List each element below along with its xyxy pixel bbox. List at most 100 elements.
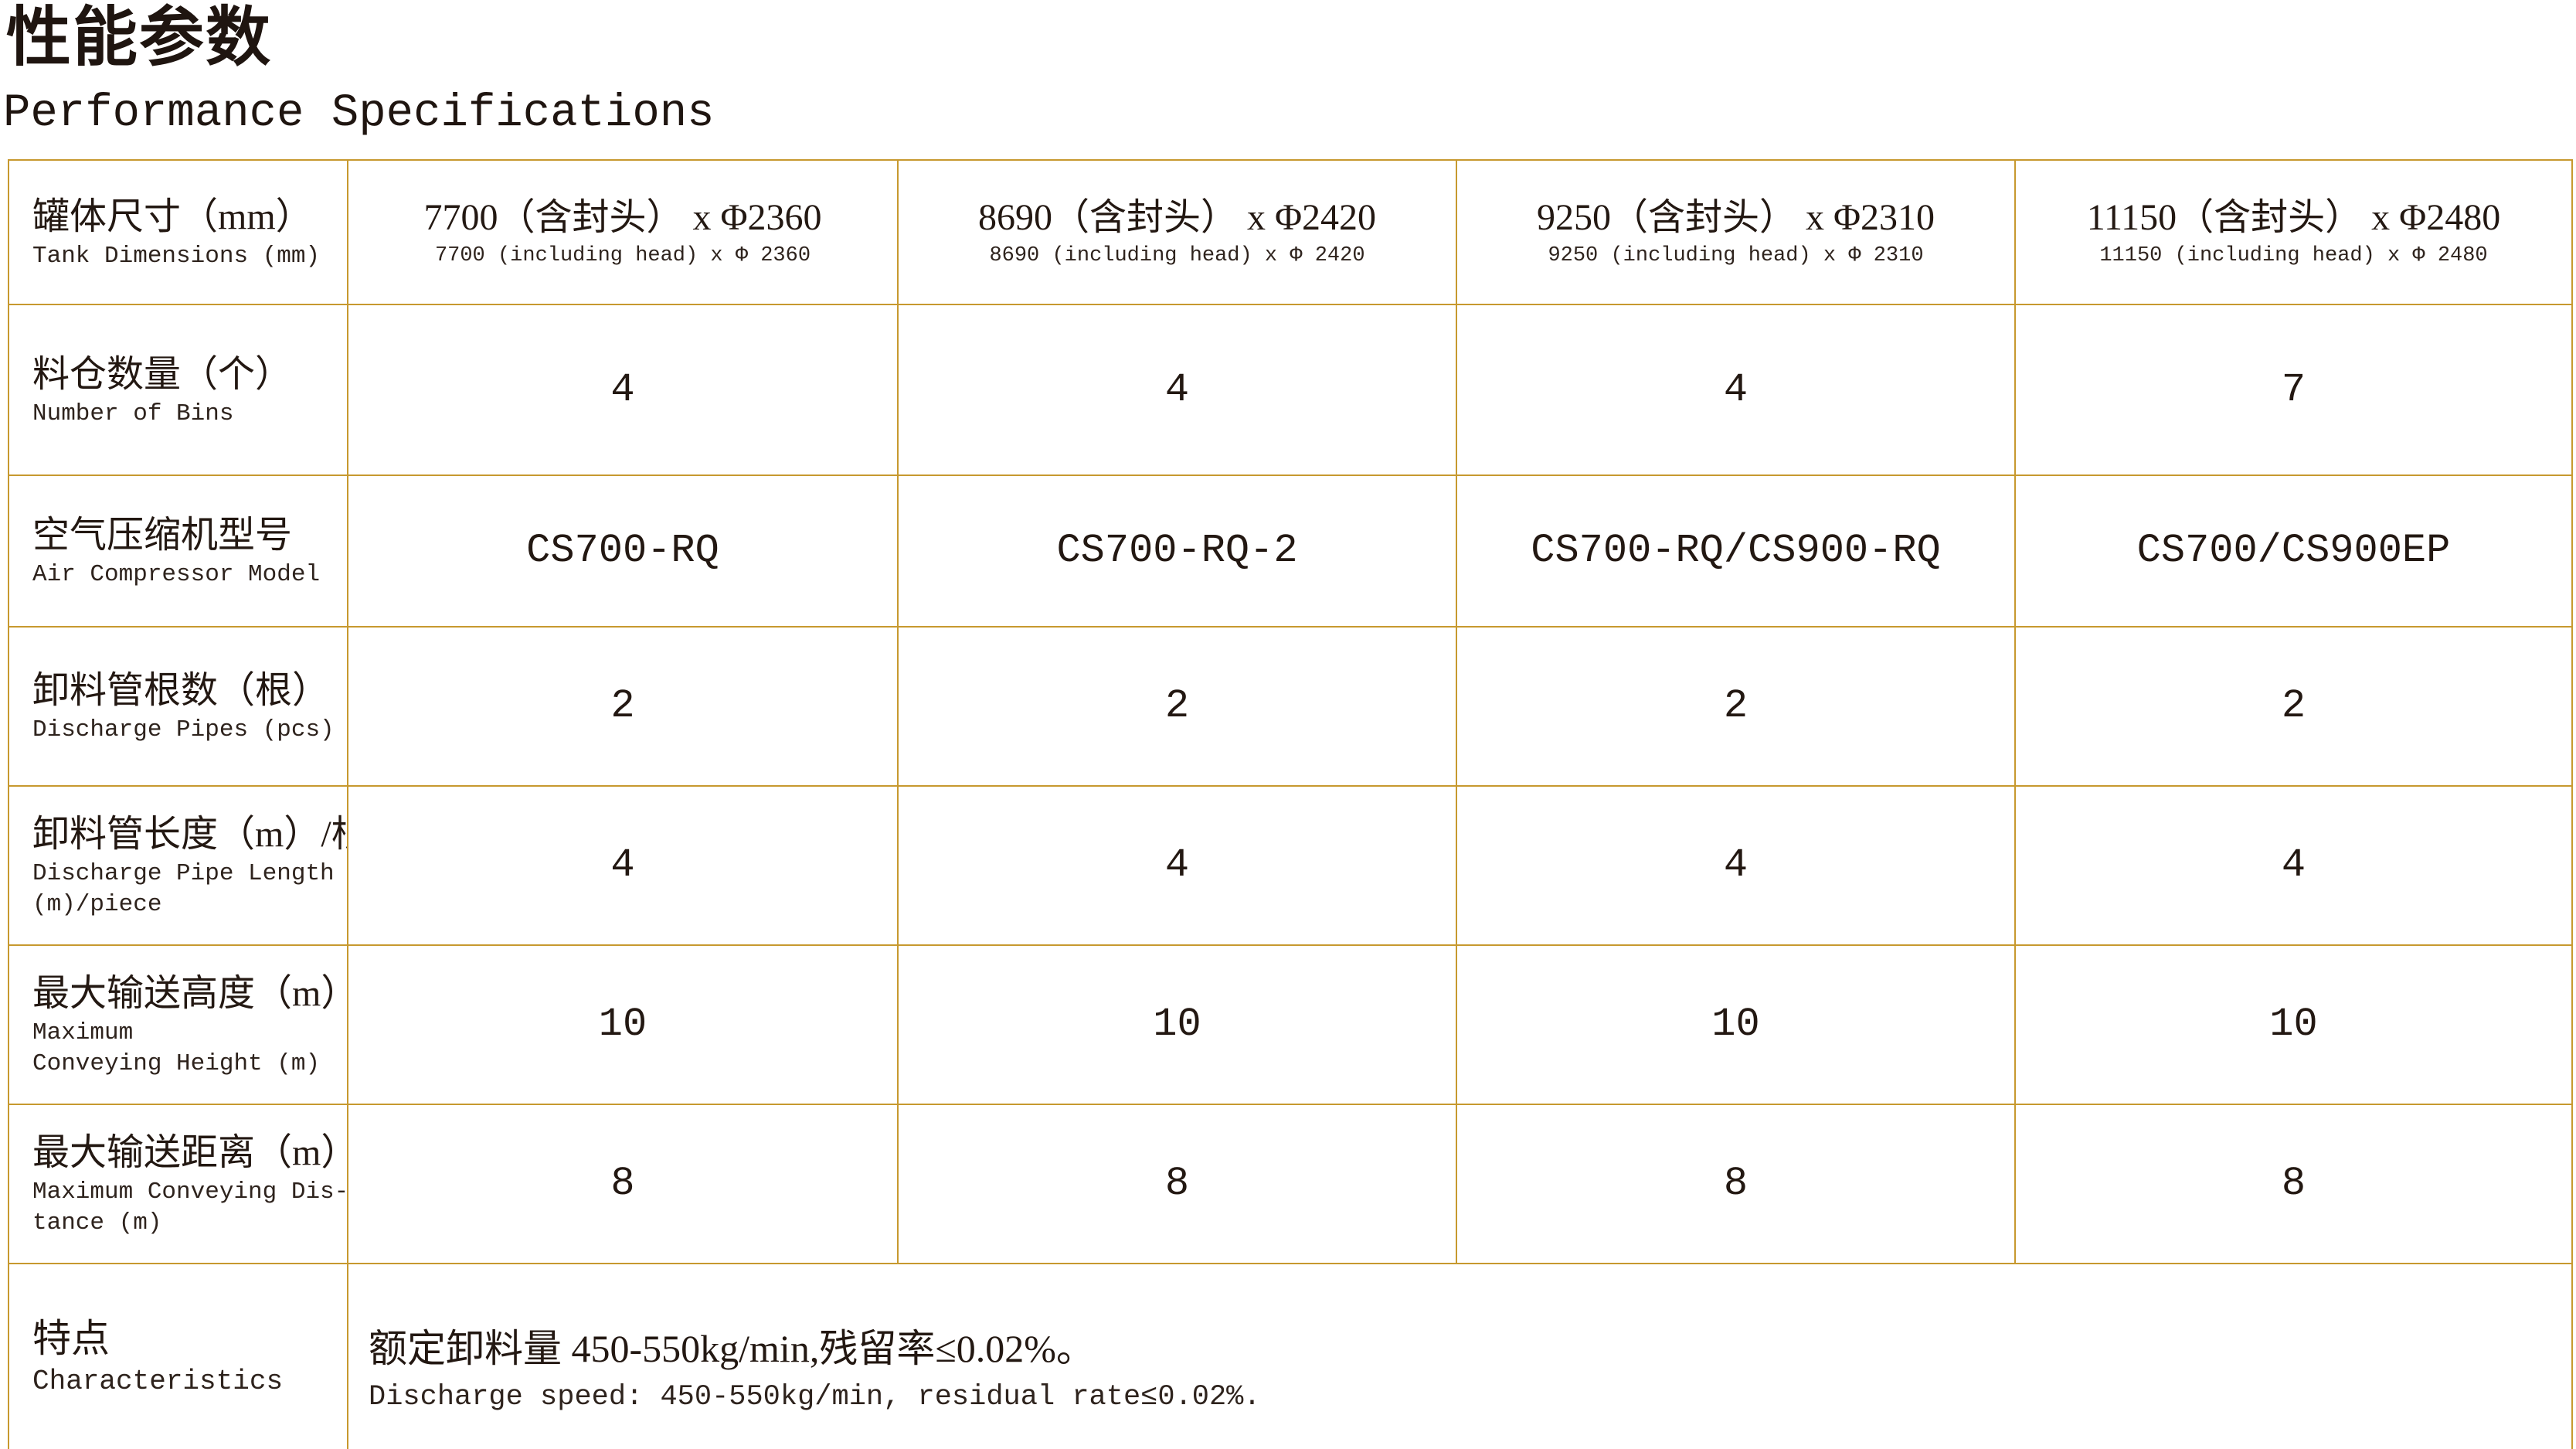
row-label-characteristics: 特点 Characteristics: [9, 1264, 348, 1449]
value-text: 7: [2281, 366, 2306, 413]
cell-value: CS700-RQ: [348, 476, 899, 628]
cell-value: 4: [1457, 305, 2016, 476]
value-text: 10: [2269, 1002, 2318, 1047]
cell-tank-dim-model3: 9250（含封头） x Φ2310 9250 (including head) …: [1457, 161, 2016, 305]
row-label-zh: 卸料管根数（根）: [32, 670, 330, 711]
value-text: 4: [1723, 366, 1748, 413]
value-text: CS700-RQ: [526, 528, 719, 573]
cell-value: 2: [1457, 628, 2016, 787]
cell-value: CS700/CS900EP: [2016, 476, 2571, 628]
row-label-en: (m)/piece: [32, 891, 162, 918]
row-label-number-of-bins: 料仓数量（个） Number of Bins: [9, 305, 348, 476]
row-label-zh: 最大输送高度（m）: [32, 973, 348, 1014]
cell-tank-dim-model4: 11150（含封头） x Φ2480 11150 (including head…: [2016, 161, 2571, 305]
value-text: 4: [2281, 842, 2306, 888]
spec-table: 罐体尺寸（mm） Tank Dimensions (mm) 7700（含封头） …: [8, 159, 2573, 1449]
cell-value: 8: [1457, 1105, 2016, 1264]
cell-value: 8: [899, 1105, 1457, 1264]
row-label-air-compressor-model: 空气压缩机型号 Air Compressor Model: [9, 476, 348, 628]
row-label-en: Discharge Pipe Length: [32, 860, 335, 887]
value-text: CS700/CS900EP: [2136, 528, 2451, 573]
row-label-max-conveying-distance: 最大输送距离（m） Maximum Conveying Dis- tance (…: [9, 1105, 348, 1264]
cell-tank-dim-model1: 7700（含封头） x Φ2360 7700 (including head) …: [348, 161, 899, 305]
row-label-max-conveying-height: 最大输送高度（m） Maximum Conveying Height (m): [9, 946, 348, 1105]
row-label-zh: 卸料管长度（m）/根: [32, 814, 348, 855]
cell-value: 8: [348, 1105, 899, 1264]
value-text: 4: [1164, 366, 1190, 413]
table-row-air-compressor-model: 空气压缩机型号 Air Compressor Model CS700-RQ CS…: [9, 476, 2571, 628]
cell-value: 8: [2016, 1105, 2571, 1264]
cell-value: 10: [899, 946, 1457, 1105]
cell-value: CS700-RQ/CS900-RQ: [1457, 476, 2016, 628]
cell-main-text: 7700（含封头） x Φ2360: [423, 196, 822, 238]
cell-value: 4: [348, 787, 899, 946]
cell-value: 2: [348, 628, 899, 787]
cell-value: 4: [348, 305, 899, 476]
cell-sub-text: 11150 (including head) x Φ 2480: [2099, 243, 2488, 267]
cell-characteristics-text: 额定卸料量 450-550kg/min,残留率≤0.02%。 Discharge…: [348, 1264, 2571, 1449]
value-text: 2: [1723, 683, 1748, 729]
table-row-characteristics: 特点 Characteristics 额定卸料量 450-550kg/min,残…: [9, 1264, 2571, 1449]
page-subtitle: Performance Specifications: [3, 87, 715, 139]
cell-sub-text: 9250 (including head) x Φ 2310: [1548, 243, 1924, 267]
table-row-discharge-pipes: 卸料管根数（根） Discharge Pipes (pcs) 2 2 2 2: [9, 628, 2571, 787]
value-text: 2: [1164, 683, 1190, 729]
row-label-en: Discharge Pipes (pcs): [32, 716, 335, 743]
value-text: CS700-RQ/CS900-RQ: [1531, 528, 1941, 573]
characteristics-en: Discharge speed: 450-550kg/min, residual…: [369, 1380, 1261, 1413]
value-text: 8: [610, 1161, 635, 1206]
cell-value: 4: [2016, 787, 2571, 946]
value-text: CS700-RQ-2: [1056, 528, 1298, 573]
table-row-max-conveying-height: 最大输送高度（m） Maximum Conveying Height (m) 1…: [9, 946, 2571, 1105]
cell-value: 4: [1457, 787, 2016, 946]
cell-value: 4: [899, 305, 1457, 476]
value-text: 4: [1164, 842, 1190, 888]
page-title: 性能参数: [6, 2, 273, 74]
value-text: 4: [610, 842, 635, 888]
row-label-zh: 最大输送距离（m）: [32, 1132, 348, 1173]
cell-value: 4: [899, 787, 1457, 946]
row-label-discharge-pipes: 卸料管根数（根） Discharge Pipes (pcs): [9, 628, 348, 787]
row-label-en: Characteristics: [32, 1365, 284, 1397]
cell-value: 2: [2016, 628, 2571, 787]
row-label-zh: 料仓数量（个）: [32, 353, 293, 395]
row-label-en: Number of Bins: [32, 400, 234, 427]
cell-main-text: 8690（含封头） x Φ2420: [977, 196, 1377, 238]
cell-value: 10: [1457, 946, 2016, 1105]
row-label-zh: 罐体尺寸（mm）: [32, 196, 313, 237]
page-header: 性能参数 Performance Specifications: [3, 0, 715, 142]
cell-tank-dim-model2: 8690（含封头） x Φ2420 8690 (including head) …: [899, 161, 1457, 305]
cell-sub-text: 7700 (including head) x Φ 2360: [434, 243, 811, 267]
cell-main-text: 11150（含封头） x Φ2480: [2086, 196, 2501, 238]
value-text: 4: [610, 366, 635, 413]
value-text: 10: [1711, 1002, 1760, 1047]
value-text: 8: [1164, 1161, 1190, 1206]
value-text: 2: [610, 683, 635, 729]
characteristics-zh: 额定卸料量 450-550kg/min,残留率≤0.02%。: [369, 1326, 1095, 1370]
row-label-zh: 空气压缩机型号: [32, 515, 293, 556]
cell-main-text: 9250（含封头） x Φ2310: [1536, 196, 1935, 238]
value-text: 10: [1153, 1002, 1201, 1047]
table-row-number-of-bins: 料仓数量（个） Number of Bins 4 4 4 7: [9, 305, 2571, 476]
cell-value: 2: [899, 628, 1457, 787]
row-label-zh: 特点: [32, 1316, 110, 1360]
table-row-max-conveying-distance: 最大输送距离（m） Maximum Conveying Dis- tance (…: [9, 1105, 2571, 1264]
cell-value: CS700-RQ-2: [899, 476, 1457, 628]
row-label-discharge-pipe-length: 卸料管长度（m）/根 Discharge Pipe Length (m)/pie…: [9, 787, 348, 946]
cell-value: 7: [2016, 305, 2571, 476]
row-label-en: Tank Dimensions (mm): [32, 242, 321, 270]
table-row-discharge-pipe-length: 卸料管长度（m）/根 Discharge Pipe Length (m)/pie…: [9, 787, 2571, 946]
row-label-en: Air Compressor Model: [32, 561, 321, 588]
value-text: 10: [598, 1002, 647, 1047]
row-label-en: Maximum: [32, 1019, 134, 1046]
cell-value: 10: [2016, 946, 2571, 1105]
row-label-en: Maximum Conveying Dis-: [32, 1179, 348, 1206]
value-text: 2: [2281, 683, 2306, 729]
row-label-tank-dimensions: 罐体尺寸（mm） Tank Dimensions (mm): [9, 161, 348, 305]
value-text: 4: [1723, 842, 1748, 888]
row-label-en: tance (m): [32, 1209, 162, 1236]
cell-value: 10: [348, 946, 899, 1105]
value-text: 8: [1723, 1161, 1748, 1206]
table-row-tank-dimensions: 罐体尺寸（mm） Tank Dimensions (mm) 7700（含封头） …: [9, 161, 2571, 305]
row-label-en: Conveying Height (m): [32, 1050, 321, 1077]
